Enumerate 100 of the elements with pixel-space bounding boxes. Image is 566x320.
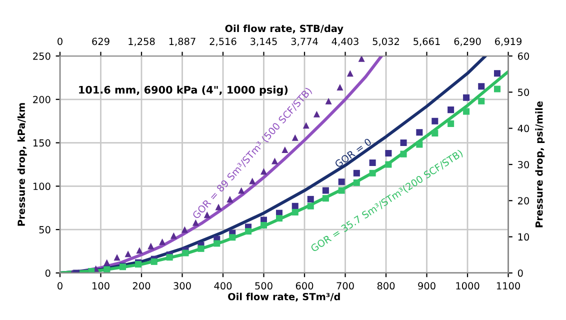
x2-tick-label: 1,258	[128, 38, 155, 46]
point	[198, 245, 204, 252]
point	[432, 130, 438, 136]
x2-tick-label: 4,403	[332, 38, 358, 46]
y2-tick-label: 10	[518, 233, 530, 241]
point	[170, 232, 177, 239]
x2-axis-title: Oil flow rate, STB/day	[225, 24, 344, 34]
point	[416, 129, 423, 136]
point	[260, 222, 268, 228]
point	[346, 70, 354, 77]
x-axis-title: Oil flow rate, STm³/d	[228, 292, 340, 302]
y-tick-label: 0	[45, 269, 50, 277]
y2-tick-label: 50	[518, 88, 530, 96]
y2-tick-label: 30	[518, 160, 530, 168]
point	[292, 208, 298, 216]
point	[463, 108, 470, 115]
point	[229, 234, 236, 241]
point	[226, 196, 234, 202]
point	[104, 259, 110, 266]
point	[325, 98, 332, 104]
annotation: GOR = 0	[334, 138, 372, 168]
x-tick-label: 600	[296, 282, 314, 290]
point	[192, 219, 199, 226]
point	[478, 83, 485, 90]
point	[353, 179, 360, 186]
x-tick-label: 500	[255, 282, 272, 290]
point	[416, 141, 423, 148]
point	[385, 161, 392, 168]
point	[124, 250, 132, 258]
x-tick-label: 100	[92, 282, 110, 290]
point	[214, 240, 220, 247]
y2-tick-label: 60	[518, 52, 530, 60]
x2-tick-label: 1,887	[169, 38, 196, 46]
point	[238, 187, 245, 194]
point	[448, 106, 454, 114]
x-tick-label: 0	[58, 282, 62, 290]
point	[260, 168, 268, 175]
point	[313, 110, 320, 118]
y2-axis-title: Pressure drop, psi/mile	[535, 101, 545, 228]
point	[307, 196, 314, 202]
x2-tick-label: 5,032	[372, 38, 399, 46]
point	[114, 254, 120, 261]
y-tick-label: 50	[39, 226, 50, 234]
point	[282, 146, 288, 153]
point	[148, 242, 154, 250]
x-tick-label: 900	[418, 282, 436, 290]
x-tick-label: 800	[377, 282, 395, 290]
point	[369, 170, 376, 176]
x-tick-label: 1000	[456, 282, 480, 290]
x2-tick-label: 5,661	[414, 38, 440, 46]
point	[322, 187, 329, 194]
x2-tick-label: 2,516	[210, 38, 236, 46]
point	[432, 118, 438, 124]
point	[292, 134, 298, 141]
point	[181, 226, 188, 233]
point	[292, 202, 298, 210]
point	[336, 84, 344, 90]
y-tick-label: 250	[33, 52, 50, 60]
y-tick-label: 150	[33, 139, 50, 147]
x2-tick-label: 3,774	[291, 38, 318, 46]
x2-tick-label: 6,290	[454, 38, 481, 46]
point	[166, 254, 173, 261]
point	[400, 150, 407, 158]
point	[494, 86, 501, 92]
point	[182, 250, 189, 256]
y2-tick-label: 20	[518, 197, 530, 204]
point	[150, 258, 158, 265]
x2-tick-label: 629	[92, 38, 110, 46]
x-tick-label: 1100	[496, 282, 520, 290]
point	[448, 120, 454, 127]
point	[358, 56, 365, 62]
point	[369, 159, 376, 166]
point	[400, 140, 407, 146]
x-tick-label: 700	[336, 282, 354, 290]
point	[322, 195, 329, 202]
y2-tick-label: 0	[518, 269, 523, 277]
point	[353, 170, 360, 176]
x-tick-label: 300	[174, 282, 191, 290]
point	[215, 204, 222, 210]
point	[159, 238, 166, 245]
point	[494, 70, 501, 77]
x-tick-label: 200	[132, 282, 150, 290]
x2-tick-label: 0	[58, 38, 62, 46]
y-tick-label: 200	[33, 96, 50, 104]
point	[245, 228, 252, 235]
point	[385, 150, 392, 156]
y2-tick-label: 40	[518, 124, 530, 132]
y-axis-title: Pressure drop, kPa/km	[17, 103, 27, 226]
point	[136, 247, 143, 254]
y-tick-label: 100	[33, 182, 50, 190]
point	[276, 215, 282, 222]
x-tick-label: 400	[214, 282, 232, 290]
point	[307, 202, 314, 210]
x2-tick-label: 6,919	[495, 38, 522, 46]
point	[478, 98, 485, 104]
x2-tick-label: 3,145	[250, 38, 277, 46]
point	[338, 187, 345, 194]
point	[272, 158, 278, 164]
point	[463, 94, 470, 101]
point	[338, 178, 345, 186]
